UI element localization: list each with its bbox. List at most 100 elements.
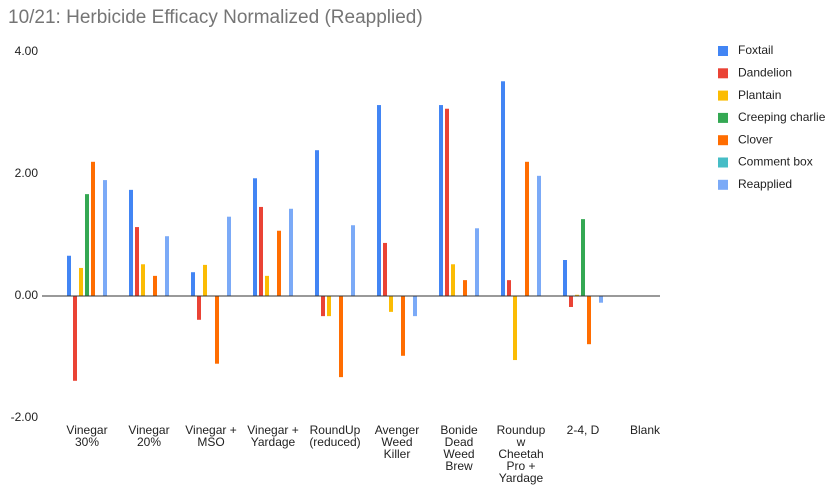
bar	[141, 264, 145, 296]
legend-swatch	[718, 135, 728, 146]
x-tick-line: (reduced)	[309, 435, 360, 449]
legend-label: Plantain	[738, 88, 781, 102]
bar	[129, 189, 133, 296]
bar	[445, 108, 449, 296]
bar	[587, 296, 591, 345]
x-tick-line: Vinegar +	[247, 423, 299, 437]
x-tick-line: Weed	[443, 447, 474, 461]
bar	[383, 242, 387, 296]
x-tick-line: Vinegar	[128, 423, 169, 437]
chart-title: 10/21: Herbicide Efficacy Normalized (Re…	[8, 7, 423, 28]
legend-swatch	[718, 46, 728, 56]
x-tick-line: Brew	[445, 459, 473, 473]
bar	[501, 81, 505, 296]
bar	[451, 264, 455, 296]
bar	[475, 228, 479, 296]
bar	[253, 178, 257, 296]
legend-label: Reapplied	[738, 177, 792, 191]
x-tick-line: Vinegar +	[185, 423, 237, 437]
bar	[327, 296, 331, 317]
bar	[525, 161, 529, 296]
legend-swatch	[718, 112, 728, 123]
legend-swatch	[718, 179, 728, 190]
bar	[315, 150, 319, 296]
x-tick-label: Avenger Weed Killer	[375, 423, 419, 461]
x-tick-line: Dead	[445, 435, 474, 449]
bar	[103, 180, 107, 296]
x-tick-line: Roundup	[497, 423, 546, 437]
bar	[67, 255, 71, 296]
bar	[569, 296, 573, 307]
bar	[91, 161, 95, 296]
bar	[339, 296, 343, 378]
legend-label: Creeping charlie	[738, 110, 826, 124]
x-tick-line: w	[516, 435, 526, 449]
bar	[413, 296, 417, 317]
bar	[463, 280, 467, 296]
y-tick-label: -2.00	[11, 410, 39, 424]
x-tick-line: Bonide	[440, 423, 478, 437]
x-tick-line: MSO	[197, 435, 224, 449]
x-tick-line: Vinegar	[66, 423, 107, 437]
bar	[259, 206, 263, 296]
legend-swatch	[718, 68, 728, 79]
x-tick-line: Weed	[381, 435, 412, 449]
x-tick-line: 30%	[75, 435, 99, 449]
bar	[377, 105, 381, 296]
bar	[79, 267, 83, 296]
bar	[215, 296, 219, 364]
bar	[227, 216, 231, 296]
bar	[73, 296, 77, 381]
bar	[389, 296, 393, 312]
bar	[351, 225, 355, 296]
x-tick-line: Cheetah	[498, 447, 543, 461]
x-tick-label: Vinegar + Yardage	[247, 423, 299, 449]
bar	[265, 275, 269, 296]
x-tick-label: Bonide Dead Weed Brew	[440, 423, 478, 473]
x-tick-line: Yardage	[251, 435, 296, 449]
bar	[277, 230, 281, 296]
bar	[289, 208, 293, 296]
bar	[575, 294, 579, 296]
x-tick-line: 20%	[137, 435, 161, 449]
bar	[321, 296, 325, 317]
bar	[135, 227, 139, 296]
x-tick-label: 2-4, D	[567, 423, 600, 437]
y-tick-label: 4.00	[15, 44, 39, 58]
x-tick-label: Vinegar 20%	[128, 423, 169, 449]
bar	[599, 296, 603, 303]
x-tick-label: Vinegar + MSO	[185, 423, 237, 449]
bar	[563, 260, 567, 296]
y-tick-label: 2.00	[15, 166, 39, 180]
x-tick-line: RoundUp	[310, 423, 361, 437]
bar	[203, 264, 207, 296]
x-tick-line: Blank	[630, 423, 661, 437]
y-tick-label: 0.00	[15, 288, 39, 302]
bar	[191, 272, 195, 296]
x-tick-line: 2-4, D	[567, 423, 600, 437]
legend-swatch	[718, 90, 728, 101]
bar	[197, 296, 201, 320]
bar	[153, 275, 157, 296]
legend-label: Comment box	[738, 155, 813, 169]
bar	[85, 194, 89, 296]
bar	[401, 296, 405, 356]
legend-label: Foxtail	[738, 43, 773, 57]
x-tick-label: Blank	[630, 423, 661, 437]
legend-label: Clover	[738, 132, 773, 146]
x-tick-line: Pro +	[506, 459, 535, 473]
bar	[537, 175, 541, 296]
legend-swatch	[718, 157, 728, 168]
x-tick-label: RoundUp (reduced)	[309, 423, 360, 449]
bar	[513, 296, 517, 361]
legend-label: Dandelion	[738, 65, 792, 79]
bar	[439, 105, 443, 296]
x-tick-label: Roundup w Cheetah Pro + Yardage	[497, 423, 546, 485]
bar	[581, 219, 585, 296]
x-tick-line: Avenger	[375, 423, 419, 437]
bar	[165, 236, 169, 296]
x-tick-label: Vinegar 30%	[66, 423, 107, 449]
x-tick-line: Killer	[384, 447, 411, 461]
